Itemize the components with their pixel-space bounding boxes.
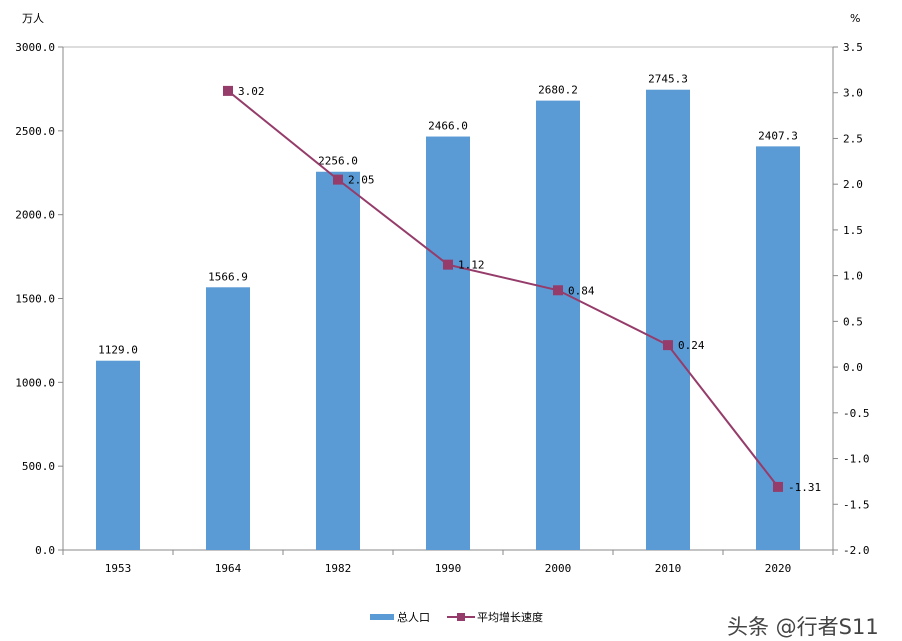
line-marker (553, 285, 563, 296)
right-axis-unit: % (850, 12, 860, 25)
x-tick-label: 1964 (215, 562, 242, 575)
line-marker (663, 340, 673, 351)
bar-data-label: 2256.0 (318, 155, 358, 168)
line-marker (443, 259, 453, 270)
right-tick-label: -1.5 (843, 498, 870, 511)
bar-data-label: 2745.3 (648, 73, 688, 86)
line-data-label: 1.12 (458, 259, 485, 272)
x-tick-label: 1953 (105, 562, 132, 575)
left-tick-label: 2000.0 (15, 209, 55, 222)
bar (426, 136, 470, 550)
bar (646, 89, 690, 550)
right-tick-label: -0.5 (843, 407, 870, 420)
left-tick-label: 500.0 (22, 460, 55, 473)
x-tick-label: 2010 (655, 562, 682, 575)
legend-label-line: 平均增长速度 (477, 610, 543, 624)
left-axis-unit: 万人 (22, 12, 44, 25)
bar-data-label: 2466.0 (428, 120, 468, 133)
left-tick-label: 3000.0 (15, 41, 55, 54)
bar (96, 360, 140, 550)
right-tick-label: 2.0 (843, 178, 863, 191)
legend-label-bar: 总人口 (397, 610, 430, 624)
left-tick-label: 0.0 (35, 544, 55, 557)
bar-data-label: 2680.2 (538, 84, 578, 97)
right-tick-label: 2.5 (843, 132, 863, 145)
line-data-label: 0.24 (678, 339, 705, 352)
right-tick-label: -2.0 (843, 544, 870, 557)
line-data-label: 2.05 (348, 174, 375, 187)
line-data-label: 0.84 (568, 284, 595, 297)
right-tick-label: 0.5 (843, 315, 863, 328)
right-tick-label: 1.0 (843, 270, 863, 283)
right-tick-label: 3.5 (843, 41, 863, 54)
right-tick-label: 1.5 (843, 224, 863, 237)
line-marker (333, 174, 343, 185)
watermark: 头条 @行者S11 (727, 615, 879, 639)
right-tick-label: -1.0 (843, 453, 870, 466)
left-tick-label: 1500.0 (15, 293, 55, 306)
legend-marker (457, 613, 465, 621)
left-tick-label: 1000.0 (15, 376, 55, 389)
line-series (227, 90, 779, 488)
line-marker (773, 481, 783, 492)
left-tick-label: 2500.0 (15, 125, 55, 138)
line-marker (223, 85, 233, 96)
bar-data-label: 2407.3 (758, 129, 798, 142)
line-data-label: -1.31 (788, 481, 821, 494)
x-tick-label: 2000 (545, 562, 572, 575)
legend-swatch-bar (370, 614, 394, 620)
bar (206, 287, 250, 550)
right-tick-label: 0.0 (843, 361, 863, 374)
x-tick-label: 1990 (435, 562, 462, 575)
bar (316, 171, 360, 550)
bar-data-label: 1129.0 (98, 344, 138, 357)
x-tick-label: 2020 (765, 562, 792, 575)
bar (536, 100, 580, 550)
line-data-label: 3.02 (238, 85, 265, 98)
bar-data-label: 1566.9 (208, 270, 248, 283)
right-tick-label: 3.0 (843, 87, 863, 100)
x-tick-label: 1982 (325, 562, 352, 575)
